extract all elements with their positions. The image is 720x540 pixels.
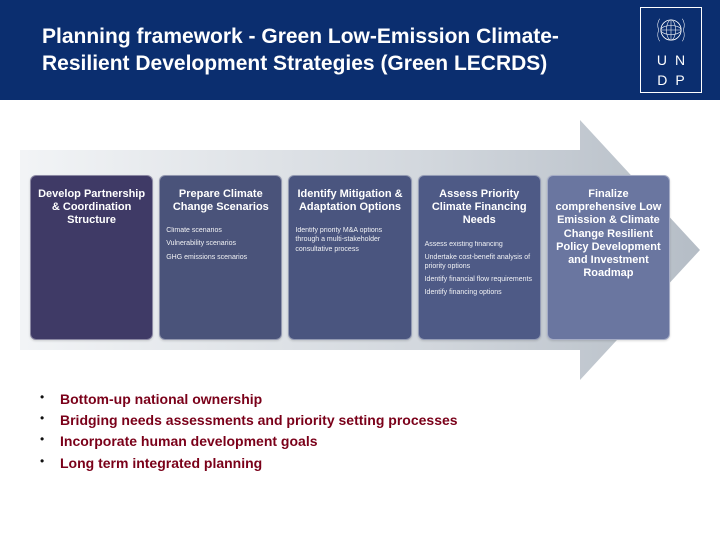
stage-title: Finalize comprehensive Low Emission & Cl… bbox=[554, 184, 663, 288]
bullet-mark: • bbox=[40, 411, 60, 429]
stage-item: Assess existing financing bbox=[425, 240, 534, 249]
logo-n: N bbox=[675, 52, 685, 68]
logo-text-row2: D P bbox=[657, 72, 684, 88]
stage-items: Assess existing financing Undertake cost-… bbox=[425, 240, 534, 301]
stage-item: Identify priority M&A options through a … bbox=[295, 226, 404, 253]
bullet-text: Bridging needs assessments and priority … bbox=[60, 411, 470, 429]
stage-items: Identify priority M&A options through a … bbox=[295, 226, 404, 257]
bullet-mark: • bbox=[40, 454, 60, 472]
bullet-list: •Bottom-up national ownership•Bridging n… bbox=[40, 390, 470, 475]
bullet-row: •Incorporate human development goals bbox=[40, 432, 470, 450]
stage-4: Finalize comprehensive Low Emission & Cl… bbox=[547, 175, 670, 340]
stage-title: Assess Priority Climate Financing Needs bbox=[425, 184, 534, 236]
stage-title: Develop Partnership & Coordination Struc… bbox=[37, 184, 146, 236]
stage-title: Prepare Climate Change Scenarios bbox=[166, 184, 275, 222]
logo-p: P bbox=[675, 72, 684, 88]
slide-header: Planning framework - Green Low-Emission … bbox=[0, 0, 720, 100]
stage-1: Prepare Climate Change Scenarios Climate … bbox=[159, 175, 282, 340]
stage-title: Identify Mitigation & Adaptation Options bbox=[295, 184, 404, 222]
bullet-text: Incorporate human development goals bbox=[60, 432, 470, 450]
stage-0: Develop Partnership & Coordination Struc… bbox=[30, 175, 153, 340]
bullet-mark: • bbox=[40, 432, 60, 450]
bullet-row: •Long term integrated planning bbox=[40, 454, 470, 472]
stage-item: Identify financial flow requirements bbox=[425, 275, 534, 284]
bullet-text: Bottom-up national ownership bbox=[60, 390, 470, 408]
stage-item: Identify financing options bbox=[425, 288, 534, 297]
bullet-text: Long term integrated planning bbox=[60, 454, 470, 472]
logo-text-row1: U N bbox=[657, 52, 685, 68]
undp-logo: U N D P bbox=[640, 7, 702, 93]
stage-item: Vulnerability scenarios bbox=[166, 239, 275, 248]
bullet-mark: • bbox=[40, 390, 60, 408]
logo-d: D bbox=[657, 72, 667, 88]
stage-items: Climate scenarios Vulnerability scenarios… bbox=[166, 226, 275, 265]
stage-3: Assess Priority Climate Financing NeedsA… bbox=[418, 175, 541, 340]
stage-2: Identify Mitigation & Adaptation Options… bbox=[288, 175, 411, 340]
stage-row: Develop Partnership & Coordination Struc… bbox=[30, 175, 670, 340]
bullet-row: •Bottom-up national ownership bbox=[40, 390, 470, 408]
stage-item: GHG emissions scenarios bbox=[166, 253, 275, 262]
logo-u: U bbox=[657, 52, 667, 68]
globe-icon bbox=[653, 12, 689, 48]
stage-item: Undertake cost-benefit analysis of prior… bbox=[425, 253, 534, 271]
bullet-row: •Bridging needs assessments and priority… bbox=[40, 411, 470, 429]
stage-item: Climate scenarios bbox=[166, 226, 275, 235]
slide-title: Planning framework - Green Low-Emission … bbox=[18, 23, 640, 78]
